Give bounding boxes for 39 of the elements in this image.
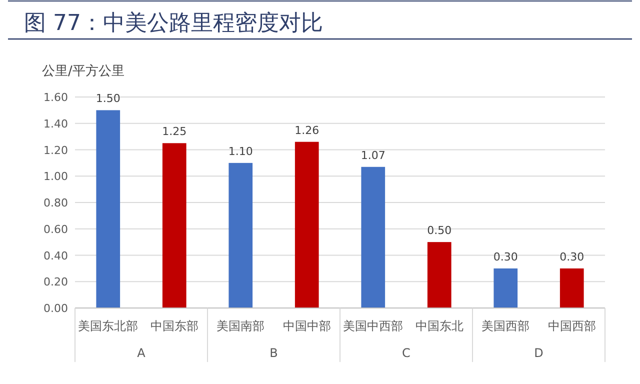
x-tick-label: 中国西部 [548,319,596,333]
x-tick-label: 美国东北部 [78,319,138,333]
x-tick-label: 中国东北 [415,319,464,333]
y-tick-label: 0.00 [44,302,68,315]
bar [494,268,518,308]
y-tick-label: 1.40 [44,117,68,130]
bar [96,110,120,308]
x-tick-label: 美国南部 [216,319,265,333]
data-label: 1.25 [162,125,187,138]
data-label: 0.30 [560,250,584,264]
y-tick-label: 1.00 [44,170,68,184]
x-tick-label: 美国中西部 [343,319,404,333]
data-label: 0.30 [493,250,518,264]
bar [228,162,253,308]
bar [162,143,186,308]
data-label: 1.50 [96,92,120,106]
text: C [402,346,410,360]
y-tick-label: 0.40 [44,249,68,262]
y-tick-label: 0.80 [44,196,68,210]
chart-title: 图 77：中美公路里程密度对比 [24,11,323,36]
y-tick-label: 1.60 [44,91,68,104]
text: B [270,346,278,360]
data-label: 1.07 [360,148,386,162]
bar [361,166,386,308]
y-tick-label: 0.20 [44,276,68,289]
x-tick-label: 中国中部 [282,319,331,333]
y-tick-label: 0.60 [44,222,68,236]
bar [427,242,452,308]
data-label: 0.50 [427,224,452,238]
text: A [137,346,146,360]
bar [560,268,584,308]
data-label: 1.26 [294,124,320,137]
data-label: 1.10 [228,144,253,158]
text: D [534,346,544,360]
x-tick-label: 中国东部 [150,319,198,333]
bar [294,142,319,308]
x-tick-label: 美国西部 [482,319,530,333]
y-axis-title: 公里/平方公里 [42,63,124,79]
y-tick-label: 1.20 [44,144,68,157]
